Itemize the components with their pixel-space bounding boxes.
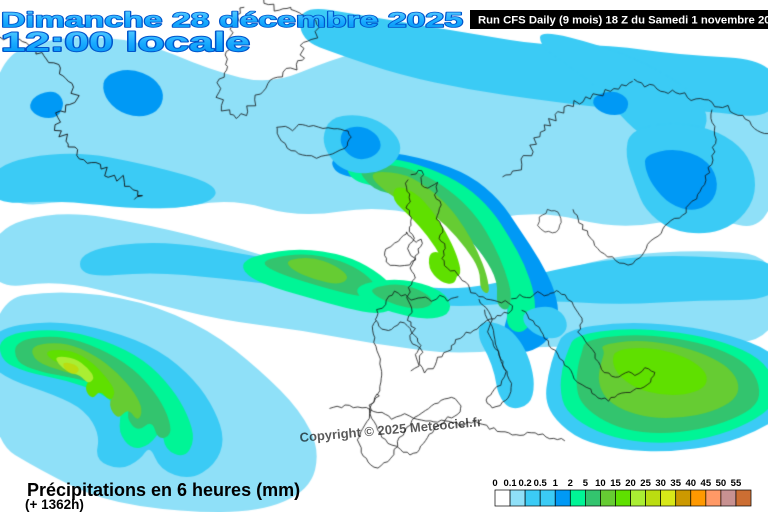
svg-text:25: 25	[640, 478, 651, 489]
svg-text:15: 15	[610, 478, 621, 489]
svg-text:(+ 1362h): (+ 1362h)	[25, 497, 84, 512]
svg-text:10: 10	[595, 478, 606, 489]
svg-text:30: 30	[655, 478, 666, 489]
svg-text:Run CFS Daily (9 mois) 18 Z du: Run CFS Daily (9 mois) 18 Z du Samedi 1 …	[478, 15, 768, 27]
svg-text:50: 50	[716, 478, 727, 489]
svg-text:40: 40	[685, 478, 696, 489]
svg-text:5: 5	[583, 478, 589, 489]
svg-text:0.5: 0.5	[534, 478, 548, 489]
svg-text:55: 55	[731, 478, 742, 489]
svg-text:1: 1	[553, 478, 559, 489]
svg-text:2: 2	[568, 478, 573, 489]
svg-text:35: 35	[670, 478, 681, 489]
svg-text:0.1: 0.1	[503, 478, 517, 489]
svg-text:20: 20	[625, 478, 636, 489]
svg-text:12:00 locale: 12:00 locale	[1, 27, 250, 57]
svg-text:0.2: 0.2	[519, 478, 532, 489]
svg-text:Copyright © 2025 Meteociel.fr: Copyright © 2025 Meteociel.fr	[299, 414, 483, 445]
svg-text:0: 0	[492, 478, 497, 489]
svg-text:45: 45	[701, 478, 712, 489]
